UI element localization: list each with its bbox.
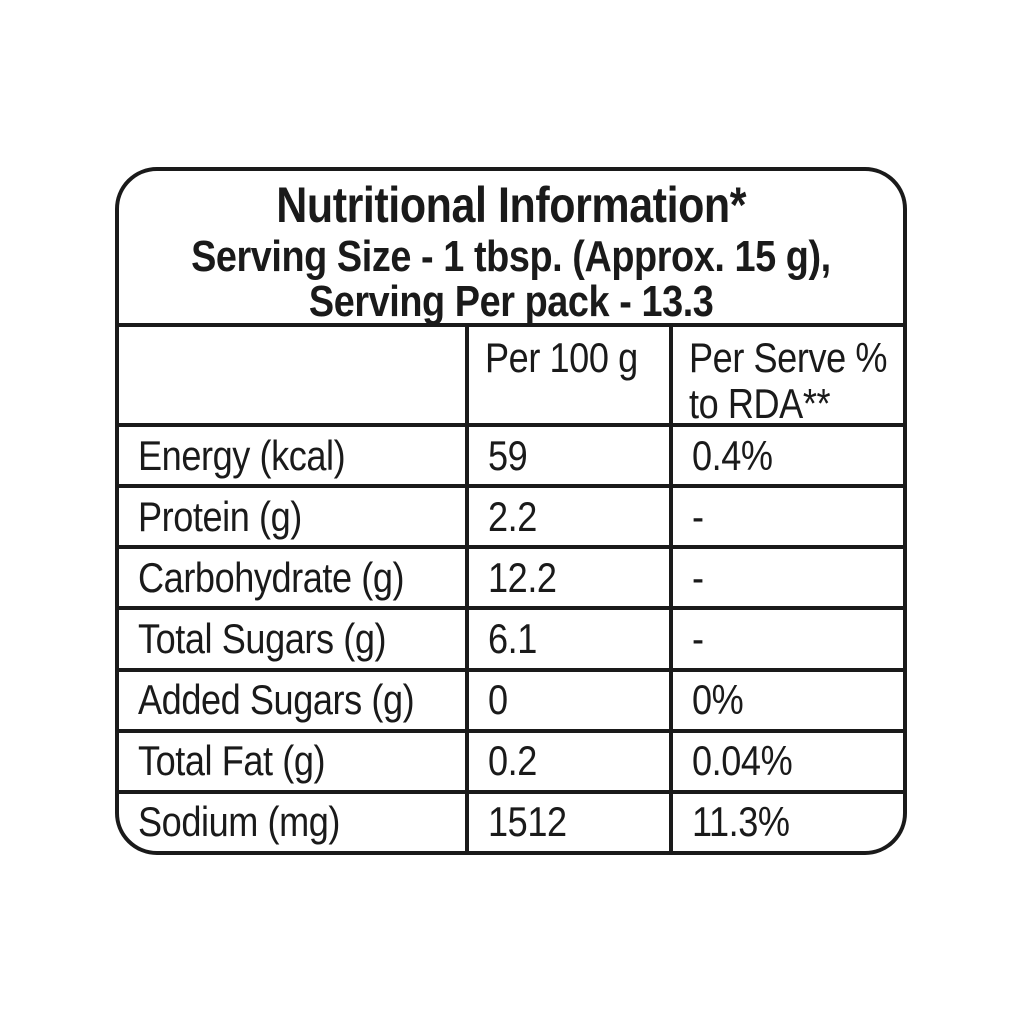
nutrient-name: Energy (kcal) — [138, 431, 346, 479]
table-row-sodium-label: Sodium (mg) — [119, 789, 465, 851]
table-row-total-fat-label: Total Fat (g) — [119, 728, 465, 790]
rda-value: 11.3% — [692, 798, 790, 846]
nutrition-table: Per 100 g Per Serve % to RDA** Energy (k… — [119, 323, 903, 851]
table-row-carbohydrate-per100: 12.2 — [465, 545, 669, 607]
table-row-total-sugars-rda: - — [669, 606, 903, 668]
table-row-energy-per100: 59 — [465, 423, 669, 485]
per-100g-value: 59 — [488, 431, 528, 479]
column-header-per-serve-rda: Per Serve % to RDA** — [669, 323, 903, 423]
column-header-per-100g: Per 100 g — [465, 323, 669, 423]
table-row-sodium-per100: 1512 — [465, 789, 669, 851]
table-row-energy-rda: 0.4% — [669, 423, 903, 485]
table-row-energy-label: Energy (kcal) — [119, 423, 465, 484]
column-header-per-100g-label: Per 100 g — [485, 334, 638, 381]
table-row-added-sugars-per100: 0 — [465, 667, 669, 729]
rda-value: 0% — [692, 676, 744, 724]
nutrient-name: Added Sugars (g) — [138, 676, 415, 724]
table-row-protein-label: Protein (g) — [119, 484, 465, 545]
per-100g-value: 12.2 — [488, 553, 557, 601]
rda-value: - — [692, 614, 704, 662]
nutrient-name: Carbohydrate (g) — [138, 553, 405, 601]
rda-value: 0.4% — [692, 431, 773, 479]
per-100g-value: 2.2 — [488, 492, 537, 540]
column-header-blank — [119, 323, 465, 423]
nutrient-name: Total Fat (g) — [138, 737, 326, 785]
per-100g-value: 0 — [488, 676, 508, 724]
nutrition-label-header: Nutritional Information* Serving Size - … — [119, 171, 903, 326]
table-row-added-sugars-rda: 0% — [669, 667, 903, 729]
rda-value: - — [692, 553, 704, 601]
table-row-total-sugars-per100: 6.1 — [465, 606, 669, 668]
nutrition-label: Nutritional Information* Serving Size - … — [115, 167, 907, 855]
servings-per-pack-line: Serving Per pack - 13.3 — [308, 277, 714, 326]
column-header-per-serve-line2: to RDA** — [689, 380, 831, 424]
rda-value: - — [692, 492, 704, 540]
table-row-carbohydrate-rda: - — [669, 545, 903, 607]
table-row-total-fat-rda: 0.04% — [669, 728, 903, 790]
table-row-sodium-rda: 11.3% — [669, 789, 903, 851]
table-row-protein-per100: 2.2 — [465, 484, 669, 546]
column-header-per-serve-line1: Per Serve % — [689, 334, 888, 381]
nutrient-name: Protein (g) — [138, 492, 302, 540]
table-row-added-sugars-label: Added Sugars (g) — [119, 667, 465, 729]
per-100g-value: 6.1 — [488, 614, 537, 662]
nutrient-name: Sodium (mg) — [138, 798, 341, 846]
table-row-total-fat-per100: 0.2 — [465, 728, 669, 790]
nutrient-name: Total Sugars (g) — [138, 614, 387, 662]
label-title: Nutritional Information* — [276, 177, 746, 233]
table-row-protein-rda: - — [669, 484, 903, 546]
per-100g-value: 1512 — [488, 798, 567, 846]
per-100g-value: 0.2 — [488, 737, 537, 785]
table-row-total-sugars-label: Total Sugars (g) — [119, 606, 465, 667]
table-row-carbohydrate-label: Carbohydrate (g) — [119, 545, 465, 606]
rda-value: 0.04% — [692, 737, 793, 785]
serving-size-line: Serving Size - 1 tbsp. (Approx. 15 g), — [191, 232, 831, 281]
